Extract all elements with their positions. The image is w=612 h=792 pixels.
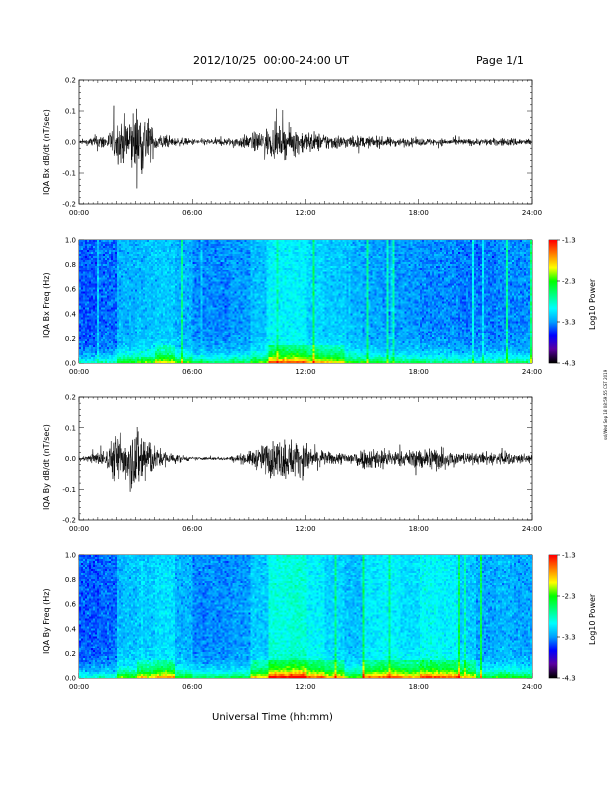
by-spectrogram-image [79,555,532,678]
by-dbdt-ylabel: IQA By dB/dt (nT/sec) [42,424,51,510]
y-tick-label-0-0: -0.2 [62,201,76,209]
y-tick-label-2-4: 0.2 [65,394,76,402]
bx-spectrogram-image [79,240,532,363]
colorbar-tick-label-1-0: -1.3 [562,237,576,245]
x-tick-label-3-4: 24:00 [522,683,542,691]
y-tick-label-1-3: 0.6 [65,286,77,294]
x-tick-label-2-1: 06:00 [182,525,202,533]
y-tick-label-0-2: 0.0 [65,139,76,147]
x-tick-label-3-3: 18:00 [409,683,429,691]
y-tick-label-2-1: -0.1 [62,486,76,494]
colorbar-tick-label-1-2: -3.3 [562,319,576,327]
colorbar-tick-label-1-3: -4.3 [562,360,576,368]
x-tick-label-1-3: 18:00 [409,368,429,376]
colorbar-tick-label-3-2: -3.3 [562,634,576,642]
page-title: 2012/10/25 00:00-24:00 UT [193,54,350,67]
y-tick-label-3-2: 0.4 [65,625,77,633]
timestamp-stamp: ssl/Wed Sep 18 08:59:55 CST 2019 [603,369,608,440]
y-tick-label-2-2: 0.0 [65,455,76,463]
x-tick-label-2-0: 00:00 [69,525,89,533]
x-tick-label-1-0: 00:00 [69,368,89,376]
x-axis-title: Universal Time (hh:mm) [212,712,333,723]
y-tick-label-1-0: 0.0 [65,360,76,368]
colorbar-tick-label-1-1: -2.3 [562,278,576,286]
x-tick-label-0-2: 12:00 [295,209,315,217]
y-tick-label-1-5: 1.0 [65,237,76,245]
x-tick-label-1-1: 06:00 [182,368,202,376]
y-tick-label-3-1: 0.2 [65,650,76,658]
x-tick-label-0-4: 24:00 [522,209,542,217]
colorbar-tick-label-3-3: -4.3 [562,675,576,683]
x-tick-label-0-3: 18:00 [409,209,429,217]
x-tick-label-0-1: 06:00 [182,209,202,217]
x-tick-label-3-1: 06:00 [182,683,202,691]
by-freq-ylabel: IQA By Freq (Hz) [42,588,51,654]
x-tick-label-3-0: 00:00 [69,683,89,691]
y-tick-label-2-0: -0.2 [62,517,76,525]
colorbar-tick-label-3-0: -1.3 [562,552,576,560]
bx-colorbar-label: Log10 Power [588,278,597,330]
x-tick-label-1-4: 24:00 [522,368,542,376]
y-tick-label-0-4: 0.2 [65,77,76,85]
x-tick-label-0-0: 00:00 [69,209,89,217]
y-tick-label-3-4: 0.8 [65,576,76,584]
y-tick-label-1-2: 0.4 [65,310,77,318]
y-tick-label-2-3: 0.1 [65,424,76,432]
x-tick-label-2-4: 24:00 [522,525,542,533]
x-tick-label-2-3: 18:00 [409,525,429,533]
trace-line-2 [78,427,533,492]
trace-line-0 [78,105,533,189]
y-tick-label-0-3: 0.1 [65,108,76,116]
y-tick-label-3-0: 0.0 [65,675,76,683]
bx-freq-ylabel: IQA Bx Freq (Hz) [42,272,51,338]
by-colorbar [549,555,557,678]
y-tick-label-0-1: -0.1 [62,170,76,178]
page-number: Page 1/1 [476,54,524,67]
x-tick-label-1-2: 12:00 [295,368,315,376]
x-tick-label-2-2: 12:00 [295,525,315,533]
by-colorbar-label: Log10 Power [588,593,597,645]
bx-dbdt-ylabel: IQA Bx dB/dt (nT/sec) [42,109,51,195]
y-tick-label-1-4: 0.8 [65,261,76,269]
y-tick-label-3-3: 0.6 [65,601,77,609]
y-tick-label-3-5: 1.0 [65,552,76,560]
bx-colorbar [549,240,557,363]
y-tick-label-1-1: 0.2 [65,335,76,343]
colorbar-tick-label-3-1: -2.3 [562,593,576,601]
x-tick-label-3-2: 12:00 [295,683,315,691]
